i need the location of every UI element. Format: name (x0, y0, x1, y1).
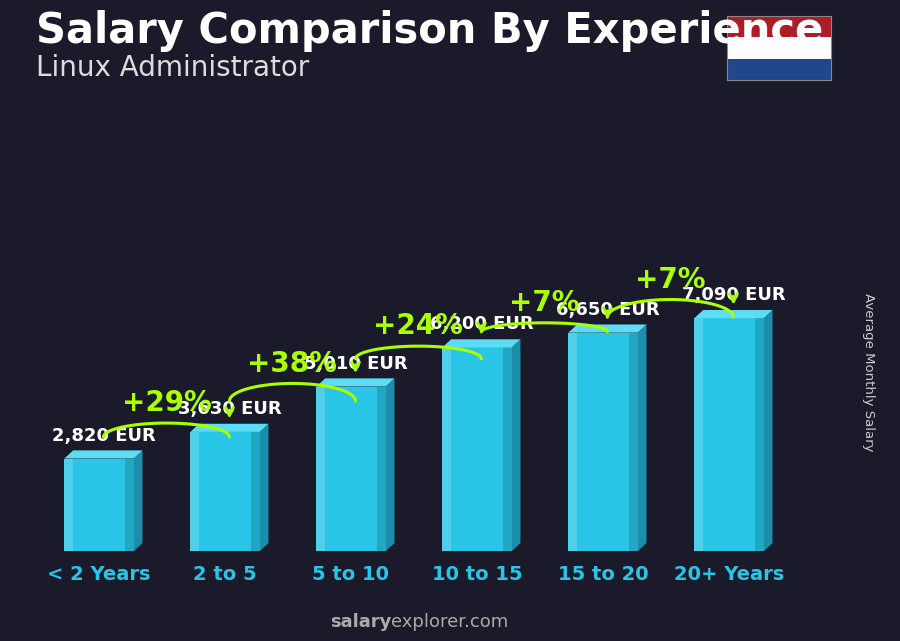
Text: 5,010 EUR: 5,010 EUR (303, 354, 407, 372)
Bar (317, 387, 386, 551)
Polygon shape (317, 378, 394, 387)
Text: salary: salary (330, 613, 392, 631)
Bar (727, 59, 831, 80)
Polygon shape (443, 339, 520, 347)
Bar (377, 387, 385, 551)
Text: 15 to 20: 15 to 20 (558, 565, 648, 584)
Text: < 2 Years: < 2 Years (47, 565, 151, 584)
Polygon shape (385, 378, 394, 551)
Bar (251, 432, 259, 551)
Bar (443, 347, 451, 551)
Bar (125, 458, 133, 551)
Bar (569, 333, 638, 551)
Text: 6,650 EUR: 6,650 EUR (555, 301, 659, 319)
Bar (443, 347, 512, 551)
Text: 2,820 EUR: 2,820 EUR (51, 426, 156, 445)
Bar (503, 347, 511, 551)
Text: 7,090 EUR: 7,090 EUR (681, 286, 785, 304)
Bar (629, 333, 638, 551)
Polygon shape (694, 310, 772, 318)
Polygon shape (569, 324, 646, 333)
Bar (317, 387, 325, 551)
Polygon shape (638, 324, 646, 551)
Text: +29%: +29% (122, 389, 212, 417)
Bar (191, 432, 259, 551)
Text: +24%: +24% (374, 312, 464, 340)
Text: 2 to 5: 2 to 5 (194, 565, 256, 584)
Polygon shape (259, 424, 268, 551)
Polygon shape (65, 451, 142, 458)
Bar (727, 16, 831, 37)
Bar (191, 432, 199, 551)
Text: 20+ Years: 20+ Years (674, 565, 784, 584)
Text: +7%: +7% (509, 289, 580, 317)
Text: +38%: +38% (248, 349, 338, 378)
Polygon shape (191, 424, 268, 432)
Text: Salary Comparison By Experience: Salary Comparison By Experience (36, 10, 824, 52)
Polygon shape (511, 339, 520, 551)
Bar (694, 318, 763, 551)
Text: +7%: +7% (635, 266, 706, 294)
Text: 10 to 15: 10 to 15 (432, 565, 522, 584)
Bar (755, 318, 764, 551)
Text: 6,200 EUR: 6,200 EUR (429, 315, 533, 333)
Bar (694, 318, 703, 551)
Text: Average Monthly Salary: Average Monthly Salary (862, 292, 875, 451)
Bar (65, 458, 133, 551)
Text: Linux Administrator: Linux Administrator (36, 54, 310, 83)
Text: 3,630 EUR: 3,630 EUR (177, 400, 281, 418)
Polygon shape (764, 310, 772, 551)
Bar (569, 333, 577, 551)
Polygon shape (133, 451, 142, 551)
Bar (65, 458, 73, 551)
Text: 5 to 10: 5 to 10 (312, 565, 390, 584)
Text: explorer.com: explorer.com (392, 613, 508, 631)
Bar (727, 37, 831, 59)
